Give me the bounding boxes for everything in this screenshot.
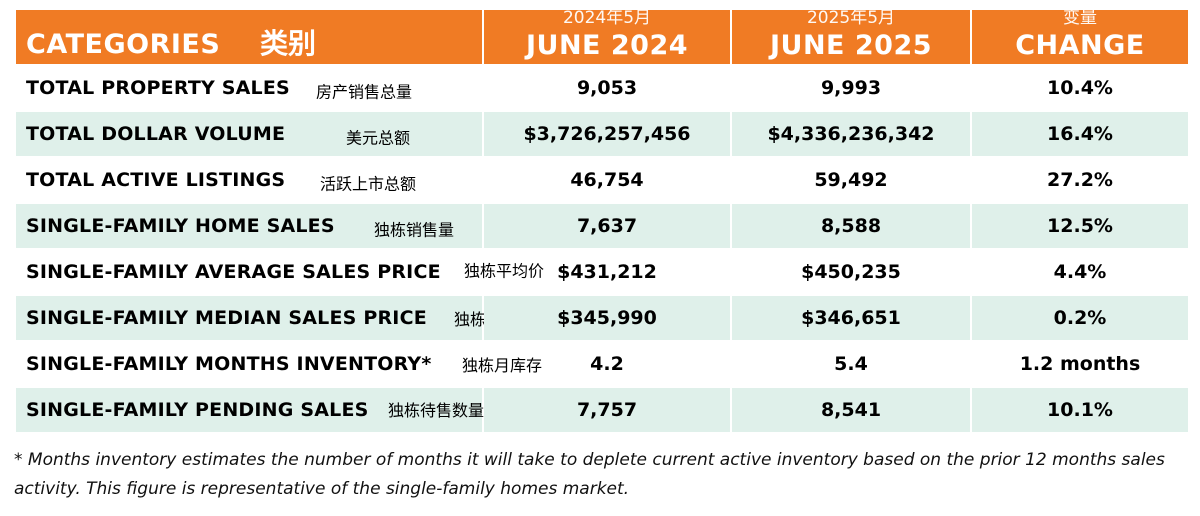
change-value: 1.2 months [1019,353,1141,375]
june-2025-value: 8,541 [732,388,970,432]
category-cell: SINGLE-FAMILY HOME SALES 独栋销售量 [16,204,482,248]
category-cell: SINGLE-FAMILY AVERAGE SALES PRICE 独栋平均价 [16,250,544,294]
june-2024-value: 46,754 [570,169,644,191]
table-row: TOTAL ACTIVE LISTINGS 活跃上市总额 46,754 59,4… [16,158,1184,202]
table-row: TOTAL PROPERTY SALES 房产销售总量 9,053 9,993 … [16,66,1184,110]
change-value: 12.5% [972,204,1188,248]
category-label-zh: 独栋待售数量 [388,400,485,420]
june-2025-value: $450,235 [801,261,901,283]
table-row: SINGLE-FAMILY PENDING SALES 独栋待售数量 7,757… [16,388,1188,432]
header-june-2025: 2025年5月 JUNE 2025 [732,10,970,64]
category-cell: SINGLE-FAMILY MEDIAN SALES PRICE 独栋中位价 [16,296,534,340]
category-label-zh: 独栋平均价 [464,261,545,281]
category-cell: TOTAL DOLLAR VOLUME 美元总额 [16,112,482,156]
change-value: 16.4% [972,112,1188,156]
category-label: SINGLE-FAMILY MONTHS INVENTORY* [26,353,432,375]
category-label-zh: 独栋月库存 [462,356,543,375]
change-value: 10.1% [972,388,1188,432]
june-2024-value: 7,637 [484,204,730,248]
header-june-2025-sub: 2025年5月 [806,10,896,28]
category-cell: TOTAL PROPERTY SALES 房产销售总量 [16,66,482,110]
category-label: SINGLE-FAMILY AVERAGE SALES PRICE [26,261,441,283]
category-label: TOTAL ACTIVE LISTINGS [26,169,286,191]
june-2025-value: 59,492 [814,169,888,191]
header-categories-label: CATEGORIES [26,29,221,60]
table-row: SINGLE-FAMILY HOME SALES 独栋销售量 7,637 8,5… [16,204,1188,248]
category-label: SINGLE-FAMILY PENDING SALES [26,399,369,421]
header-change-label: CHANGE [1015,30,1145,61]
market-stats-table: CATEGORIES 类别 2024年5月 JUNE 2024 2025年5月 … [16,10,1188,432]
category-label-zh: 独栋销售量 [374,220,455,240]
change-value: 27.2% [1047,169,1113,191]
category-label: TOTAL DOLLAR VOLUME [26,123,286,145]
table-row: SINGLE-FAMILY MEDIAN SALES PRICE 独栋中位价 $… [16,296,1188,340]
header-june-2024-label: JUNE 2024 [525,30,689,61]
category-label: TOTAL PROPERTY SALES [26,77,290,99]
june-2024-value: 4.2 [590,353,624,375]
table-row: SINGLE-FAMILY AVERAGE SALES PRICE 独栋平均价 … [16,250,1184,294]
june-2024-value: 9,053 [576,77,638,99]
june-2025-value: 5.4 [834,353,868,375]
header-categories-label-zh: 类别 [260,27,317,60]
change-value: 4.4% [1053,261,1107,283]
table-header: CATEGORIES 类别 2024年5月 JUNE 2024 2025年5月 … [16,10,1188,64]
header-change-sub: 变量 [1063,10,1097,28]
category-cell: SINGLE-FAMILY PENDING SALES 独栋待售数量 [16,388,485,432]
header-june-2025-label: JUNE 2025 [769,30,933,61]
header-june-2024-sub: 2024年5月 [562,10,652,28]
table-row: SINGLE-FAMILY MONTHS INVENTORY* 独栋月库存 4.… [16,342,1184,386]
category-cell: SINGLE-FAMILY MONTHS INVENTORY* 独栋月库存 [16,342,542,386]
change-value: 0.2% [972,296,1188,340]
category-cell: TOTAL ACTIVE LISTINGS 活跃上市总额 [16,158,482,202]
change-value: 10.4% [1047,77,1113,99]
june-2024-value: $345,990 [484,296,730,340]
category-label-zh: 活跃上市总额 [320,174,417,194]
header-june-2024: 2024年5月 JUNE 2024 [484,10,730,64]
category-label-zh: 美元总额 [346,128,411,148]
june-2024-value: 7,757 [484,388,730,432]
header-change: 变量 CHANGE [972,10,1188,64]
june-2025-value: 9,993 [820,77,882,99]
june-2025-value: 8,588 [732,204,970,248]
june-2025-value: $4,336,236,342 [732,112,970,156]
june-2025-value: $346,651 [732,296,970,340]
category-label: SINGLE-FAMILY MEDIAN SALES PRICE [26,307,427,329]
header-categories: CATEGORIES 类别 [16,10,482,64]
category-label: SINGLE-FAMILY HOME SALES [26,215,335,237]
category-label-zh: 房产销售总量 [316,82,413,102]
june-2024-value: $431,212 [557,261,657,283]
june-2024-value: $3,726,257,456 [484,112,730,156]
table-row: TOTAL DOLLAR VOLUME 美元总额 $3,726,257,456 … [16,112,1188,156]
footnote: * Months inventory estimates the number … [14,450,1165,499]
